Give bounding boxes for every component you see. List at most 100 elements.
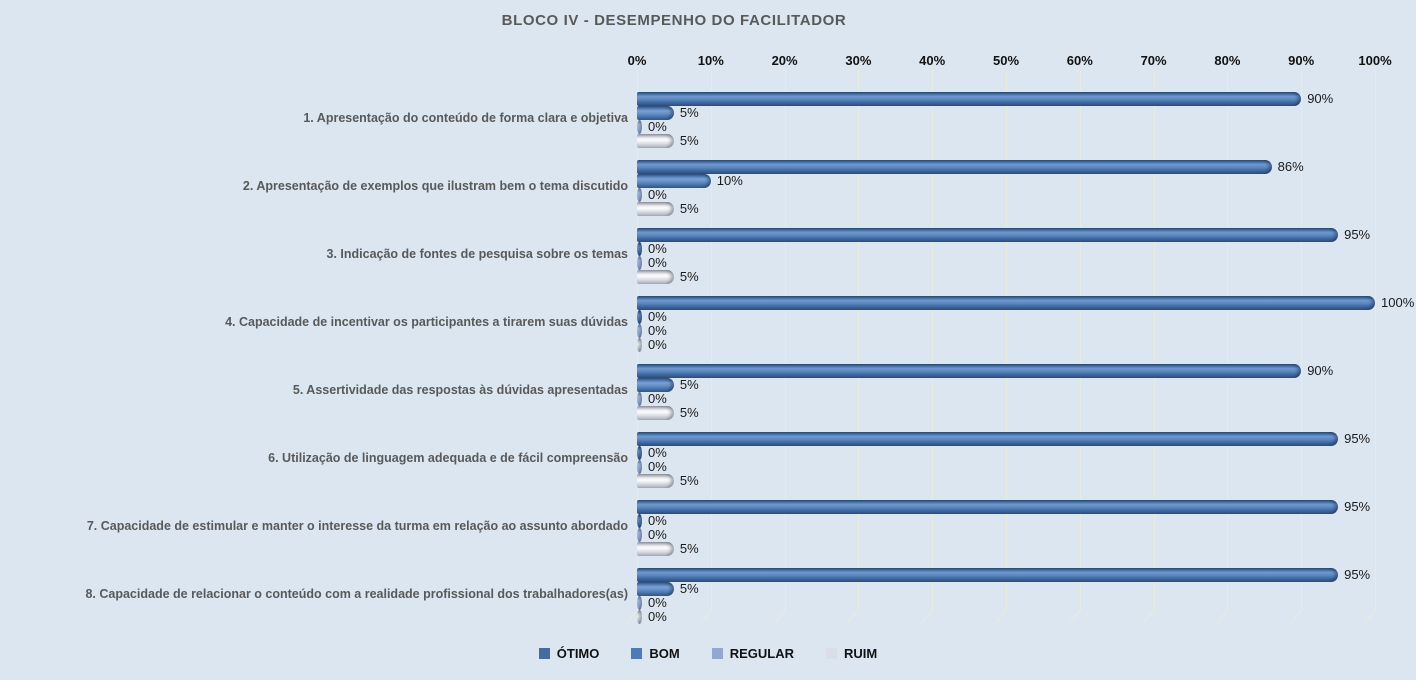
bar-regular — [637, 324, 642, 338]
bar-value-label: 10% — [716, 173, 743, 188]
bar-value-label: 0% — [648, 309, 667, 324]
bar-line: 0% — [637, 596, 667, 610]
gridline — [1227, 80, 1229, 610]
bar-value-label: 90% — [1307, 91, 1334, 106]
category-label: 5. Assertividade das respostas às dúvida… — [292, 383, 628, 397]
bar-value-label: 0% — [648, 609, 667, 624]
bar-value-label: 0% — [648, 255, 667, 270]
bar-ruim — [637, 610, 642, 624]
bar-line: 100% — [637, 296, 1414, 310]
axis-tick-label: 30% — [845, 53, 872, 68]
bar-line: 10% — [637, 174, 743, 188]
bar-ruim — [637, 474, 674, 488]
bar-value-label: 5% — [679, 473, 699, 488]
bar-ruim — [637, 202, 674, 216]
bar-bom — [637, 242, 642, 256]
bar-value-label: 0% — [648, 323, 667, 338]
bar-ruim — [637, 134, 674, 148]
bar-ótimo — [637, 432, 1339, 446]
axis-tick-label: 70% — [1140, 53, 1167, 68]
bar-value-label: 0% — [648, 391, 667, 406]
bar-line: 0% — [637, 460, 667, 474]
bar-line: 90% — [637, 92, 1333, 106]
bar-value-label: 5% — [679, 377, 699, 392]
axis-tick-mark — [1301, 70, 1303, 80]
axis-tick-label: 10% — [697, 53, 724, 68]
bar-value-label: 95% — [1344, 499, 1371, 514]
legend-item-ótimo: ÓTIMO — [538, 646, 599, 661]
bar-line: 5% — [637, 378, 699, 392]
gridline — [1153, 80, 1155, 610]
axis-tick-label: 50% — [992, 53, 1020, 68]
bar-value-label: 95% — [1344, 227, 1371, 242]
category-label: 4. Capacidade de incentivar os participa… — [225, 315, 628, 329]
table-row: 8. Capacidade de relacionar o conteúdo c… — [0, 560, 1416, 628]
bar-ruim — [637, 338, 642, 352]
gridline — [932, 80, 934, 610]
category-label: 2. Apresentação de exemplos que ilustram… — [242, 179, 628, 193]
legend-swatch-icon — [631, 648, 643, 659]
axis-tick-mark — [1227, 70, 1229, 80]
bar-line: 5% — [637, 542, 699, 556]
bar-line: 95% — [637, 228, 1370, 242]
bar-ruim — [637, 542, 674, 556]
bar-line: 5% — [637, 106, 699, 120]
bar-ótimo — [637, 228, 1339, 242]
bar-value-label: 0% — [648, 513, 667, 528]
chart-title: BLOCO IV - DESEMPENHO DO FACILITADOR — [501, 12, 847, 29]
bar-bom — [637, 174, 711, 188]
bar-regular — [637, 392, 642, 406]
bar-regular — [637, 528, 642, 542]
bar-line: 0% — [637, 188, 667, 202]
axis-tick-mark — [1375, 70, 1376, 80]
gridline — [1006, 80, 1007, 610]
bar-regular — [637, 460, 642, 474]
bar-ruim — [637, 406, 674, 420]
legend-swatch-icon — [711, 648, 723, 659]
bar-line: 5% — [637, 406, 699, 420]
category-label: 6. Utilização de linguagem adequada e de… — [268, 451, 628, 465]
bar-value-label: 100% — [1381, 295, 1415, 310]
gridline — [1301, 80, 1303, 610]
bar-value-label: 5% — [679, 269, 699, 284]
gridline — [1079, 80, 1081, 610]
legend-label: REGULAR — [729, 646, 794, 661]
bar-line: 0% — [637, 514, 667, 528]
bar-value-label: 0% — [648, 187, 667, 202]
bar-line: 0% — [637, 528, 667, 542]
bar-line: 0% — [637, 310, 667, 324]
bar-value-label: 90% — [1307, 363, 1334, 378]
bar-line: 0% — [637, 338, 667, 352]
bar-regular — [637, 596, 642, 610]
bar-value-label: 0% — [648, 241, 667, 256]
legend-item-ruim: RUIM — [826, 646, 877, 661]
bar-line: 5% — [637, 270, 699, 284]
table-row: 5. Assertividade das respostas às dúvida… — [0, 356, 1416, 424]
bar-line: 0% — [637, 610, 667, 624]
bar-line: 0% — [637, 120, 667, 134]
bar-regular — [637, 256, 642, 270]
category-label: 8. Capacidade de relacionar o conteúdo c… — [85, 587, 628, 601]
category-label: 7. Capacidade de estimular e manter o in… — [86, 519, 628, 533]
axis-tick-label: 0% — [627, 53, 647, 68]
table-row: 4. Capacidade de incentivar os participa… — [0, 288, 1416, 356]
bar-line: 0% — [637, 242, 667, 256]
axis-tick-mark — [1006, 70, 1007, 80]
bar-bom — [637, 514, 642, 528]
bar-line: 90% — [637, 364, 1333, 378]
bar-ótimo — [637, 296, 1375, 310]
legend-item-bom: BOM — [631, 646, 680, 661]
bar-value-label: 0% — [648, 119, 667, 134]
bar-line: 86% — [637, 160, 1304, 174]
axis-tick-mark — [1153, 70, 1155, 80]
bar-value-label: 95% — [1344, 431, 1371, 446]
legend-swatch-icon — [826, 648, 837, 659]
legend-swatch-icon — [538, 648, 550, 659]
bar-value-label: 5% — [679, 405, 699, 420]
bar-line: 0% — [637, 392, 667, 406]
axis-tick-mark — [1079, 70, 1081, 80]
axis-tick-mark — [637, 70, 638, 80]
bar-value-label: 5% — [679, 105, 699, 120]
bar-regular — [637, 120, 642, 134]
bar-line: 5% — [637, 474, 699, 488]
